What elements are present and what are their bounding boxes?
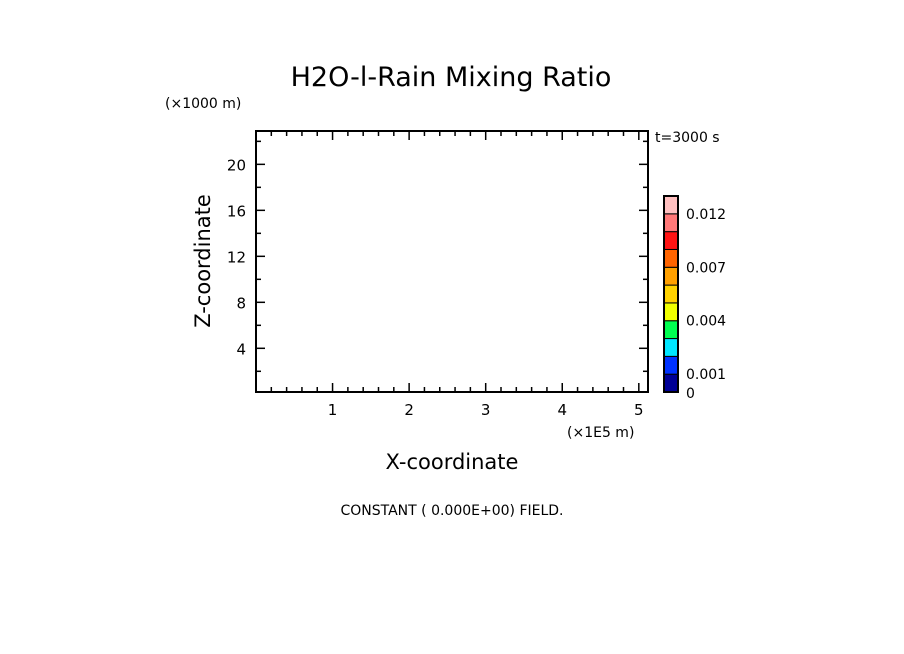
y-tick-label: 12: [227, 248, 246, 266]
x-tick-label: 4: [557, 401, 567, 419]
field-note: CONSTANT ( 0.000E+00) FIELD.: [340, 503, 563, 519]
x-axis-label: X-coordinate: [386, 450, 519, 474]
colorbar-swatch: [663, 302, 679, 322]
chart-title: H2O-l-Rain Mixing Ratio: [291, 62, 612, 93]
colorbar-label: 0.007: [686, 260, 726, 276]
colorbar-swatch: [663, 373, 679, 393]
colorbar-swatch: [663, 266, 679, 286]
colorbar-label: 0.012: [686, 207, 726, 223]
x-tick-label: 1: [328, 401, 338, 419]
y-tick-label: 8: [236, 294, 246, 312]
colorbar-swatch: [663, 213, 679, 233]
colorbar-swatch: [663, 195, 679, 215]
time-label: t=3000 s: [655, 130, 720, 146]
x-unit-label: (×1E5 m): [567, 425, 634, 441]
x-tick-label: 2: [404, 401, 414, 419]
y-tick-label: 4: [236, 340, 246, 358]
colorbar-swatch: [663, 248, 679, 268]
colorbar-swatch: [663, 284, 679, 304]
y-tick-label: 20: [227, 156, 246, 174]
colorbar-frame: [663, 195, 679, 393]
y-axis-label: Z-coordinate: [191, 194, 215, 328]
x-tick-label: 3: [481, 401, 491, 419]
y-tick-label: 16: [227, 202, 246, 220]
colorbar-label: 0.004: [686, 314, 726, 330]
colorbar-swatch: [663, 355, 679, 375]
colorbar-swatch: [663, 231, 679, 250]
x-tick-label: 5: [634, 401, 644, 419]
plot-frame: [255, 130, 649, 393]
colorbar-swatch: [663, 338, 679, 357]
y-unit-label: (×1000 m): [165, 96, 241, 112]
colorbar-label: 0: [686, 386, 695, 402]
colorbar-swatch: [663, 320, 679, 340]
colorbar-label: 0.001: [686, 367, 726, 383]
